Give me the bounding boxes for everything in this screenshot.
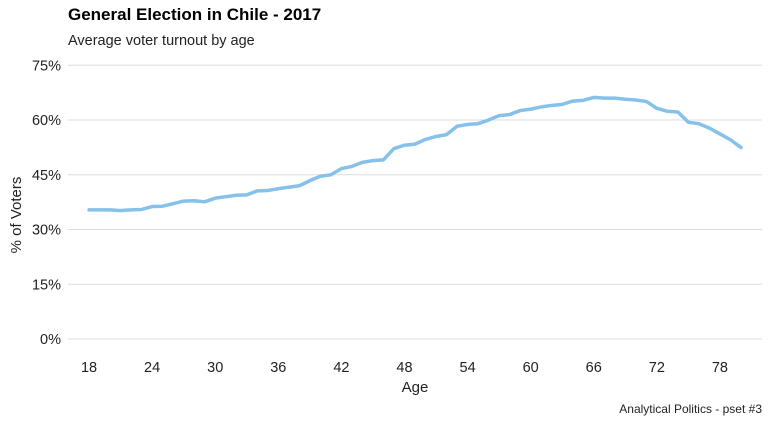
chart-title: General Election in Chile - 2017	[68, 5, 322, 24]
x-axis-ticks: 18 24 30 36 42 48 54 60 66 72 78	[81, 360, 728, 376]
x-tick-label: 60	[523, 360, 539, 376]
y-tick-label: 15%	[32, 277, 61, 293]
x-tick-label: 48	[396, 360, 412, 376]
y-tick-label: 75%	[32, 58, 61, 74]
x-tick-label: 30	[207, 360, 223, 376]
y-tick-label: 0%	[40, 332, 61, 348]
y-tick-label: 60%	[32, 113, 61, 129]
gridlines	[68, 64, 762, 340]
x-tick-label: 66	[586, 360, 602, 376]
y-axis-title: % of Voters	[8, 177, 25, 254]
y-tick-label: 45%	[32, 168, 61, 184]
chart-caption: Analytical Politics - pset #3	[619, 402, 762, 416]
x-tick-label: 78	[712, 360, 728, 376]
chart-subtitle: Average voter turnout by age	[68, 33, 255, 49]
turnout-line	[87, 95, 743, 213]
x-axis-title: Age	[402, 379, 429, 396]
x-tick-label: 54	[460, 360, 476, 376]
x-tick-label: 36	[270, 360, 286, 376]
y-axis-ticks: 0% 15% 30% 45% 60% 75%	[32, 58, 61, 348]
x-tick-label: 18	[81, 360, 97, 376]
y-tick-label: 30%	[32, 223, 61, 239]
x-tick-label: 42	[333, 360, 349, 376]
x-tick-label: 72	[649, 360, 665, 376]
x-tick-label: 24	[144, 360, 160, 376]
